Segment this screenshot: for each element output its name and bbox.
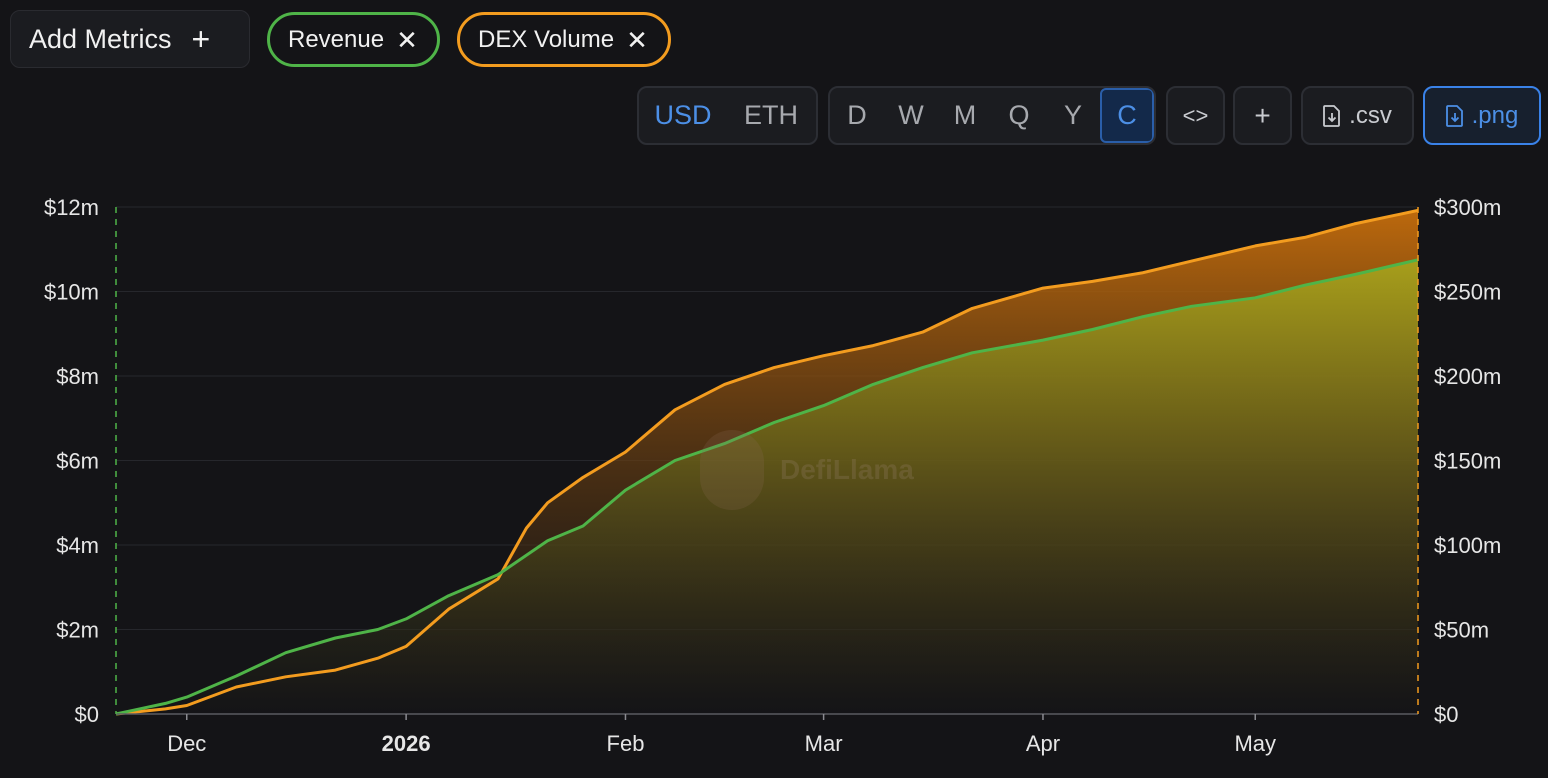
metric-chip-revenue[interactable]: Revenue ✕ [267,12,440,67]
x-axis-tick-label: 2026 [382,731,431,756]
add-chart-button[interactable]: + [1233,86,1292,145]
left-axis-tick-label: $8m [56,364,99,389]
right-axis-tick-label: $0 [1434,702,1458,727]
csv-label: .csv [1349,101,1392,129]
period-option-w[interactable]: W [898,100,924,130]
file-download-icon [1445,104,1463,127]
left-axis-tick-label: $10m [44,280,99,305]
download-png-button[interactable]: .png [1423,86,1541,145]
x-axis-tick-label: Feb [607,731,645,756]
left-axis-tick-label: $12m [44,195,99,220]
png-label: .png [1471,101,1519,129]
metric-chip-dex-volume[interactable]: DEX Volume ✕ [457,12,671,67]
add-metrics-button[interactable]: Add Metrics + [10,10,250,68]
close-icon[interactable]: ✕ [396,24,418,55]
metric-chip-label: DEX Volume [478,25,615,53]
right-axis-tick-label: $200m [1434,364,1501,389]
dex-volume-line [115,208,1419,716]
currency-option-eth[interactable]: ETH [744,100,798,130]
metric-chip-label: Revenue [288,25,385,53]
x-axis-tick-label: Apr [1026,731,1060,756]
period-option-d[interactable]: D [847,100,867,130]
period-option-y[interactable]: Y [1063,100,1082,130]
left-axis-tick-label: $4m [56,533,99,558]
currency-toggle: USD ETH [637,86,818,145]
currency-option-usd[interactable]: USD [654,100,712,130]
x-axis-tick-label: May [1234,731,1276,756]
left-axis-tick-label: $6m [56,449,99,474]
right-axis-tick-label: $300m [1434,195,1501,220]
code-icon: <> [1182,102,1209,128]
right-axis-tick-label: $150m [1434,449,1501,474]
embed-button[interactable]: <> [1166,86,1225,145]
revenue-line [115,258,1419,716]
llama-logo-icon [700,430,764,510]
defillama-watermark: DefiLlama [700,430,914,510]
add-metrics-label: Add Metrics [29,23,172,54]
file-download-icon [1323,104,1341,127]
period-option-c[interactable]: C [1100,88,1154,143]
left-axis-tick-label: $0 [75,702,99,727]
plus-icon: + [191,21,211,57]
x-axis-tick-label: Dec [167,731,206,756]
period-toggle: D W M Q Y C [828,86,1156,145]
download-csv-button[interactable]: .csv [1301,86,1414,145]
right-axis-tick-label: $100m [1434,533,1501,558]
watermark-text: DefiLlama [780,454,914,485]
period-option-q[interactable]: Q [1008,100,1030,130]
right-axis-tick-label: $250m [1434,280,1501,305]
close-icon[interactable]: ✕ [626,24,648,55]
plus-icon: + [1254,99,1271,131]
period-option-m[interactable]: M [953,100,977,130]
x-axis-tick-label: Mar [805,731,843,756]
left-axis-tick-label: $2m [56,618,99,643]
right-axis-tick-label: $50m [1434,618,1489,643]
